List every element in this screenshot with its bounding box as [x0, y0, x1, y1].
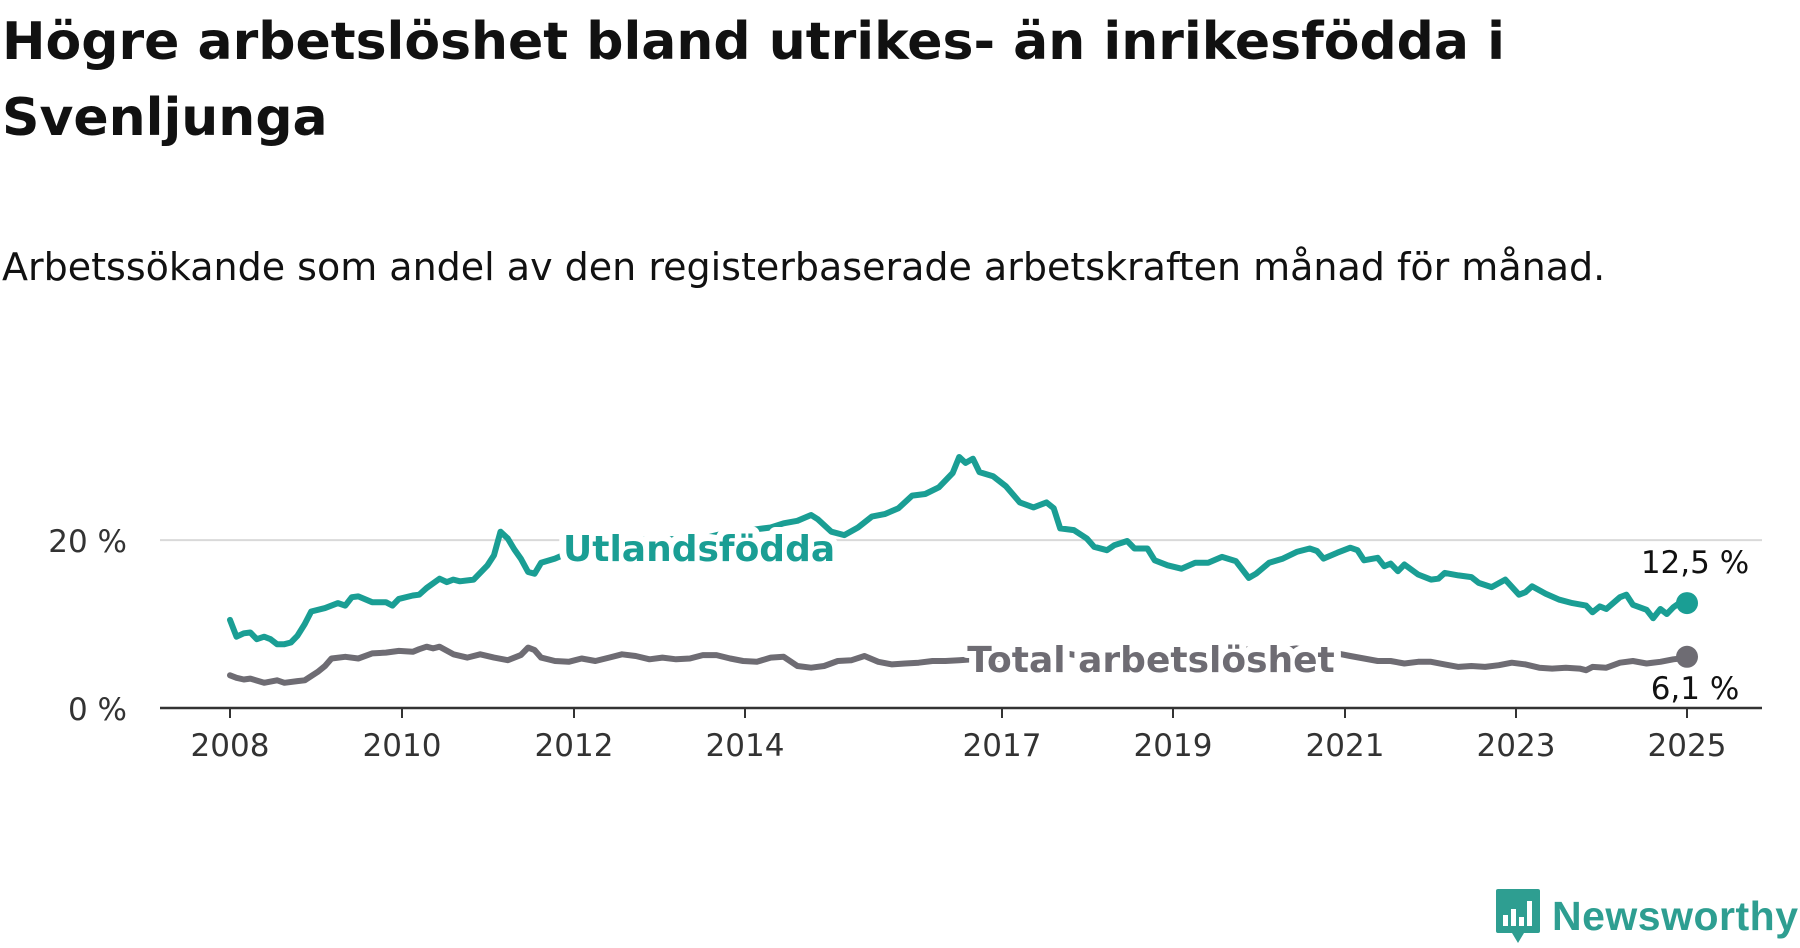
series-layer: [227, 454, 1698, 686]
series-end-point-utlandsfodda: [1676, 592, 1698, 615]
chart-title: Högre arbetslöshet bland utrikes- än inr…: [2, 12, 1505, 148]
series-name-label-total: Total arbetslöshet: [967, 640, 1335, 681]
series-end-point-total: [1676, 645, 1698, 668]
newsworthy-logo: Newsworthy: [1494, 886, 1799, 946]
x-tick-label: 2025: [1648, 728, 1727, 764]
chart-subtitle: Arbetssökande som andel av den registerb…: [2, 245, 1606, 289]
x-tick-label: 2008: [191, 728, 270, 764]
x-tick-label: 2014: [706, 728, 785, 764]
x-tick-label: 2019: [1134, 728, 1213, 764]
newsworthy-logo-icon: [1496, 889, 1540, 943]
x-tick-label: 2021: [1306, 728, 1385, 764]
series-line-utlandsfodda: [227, 454, 1690, 648]
x-tick-label: 2010: [363, 728, 442, 764]
brand-name: Newsworthy: [1552, 892, 1799, 939]
x-tick-label: 2023: [1477, 728, 1556, 764]
series-line-total: [227, 643, 1690, 686]
series-end-label-total: 6,1 %: [1651, 671, 1740, 707]
x-tick-label: 2017: [963, 728, 1042, 764]
x-tick-label: 2012: [535, 728, 614, 764]
axis-layer: 0 % 20 % 2008 2010 2012 2014 2017 2019 2021 2023 2…: [48, 524, 1762, 764]
series-name-label-utlandsfodda: Utlandsfödda: [563, 529, 835, 570]
y-tick-label: 20 %: [48, 524, 127, 560]
y-tick-label: 0 %: [68, 692, 127, 728]
label-layer: 12,5 % Utlandsfödda 6,1 % Total arbetslöshe…: [556, 522, 1753, 711]
series-end-label-utlandsfodda: 12,5 %: [1641, 545, 1749, 581]
